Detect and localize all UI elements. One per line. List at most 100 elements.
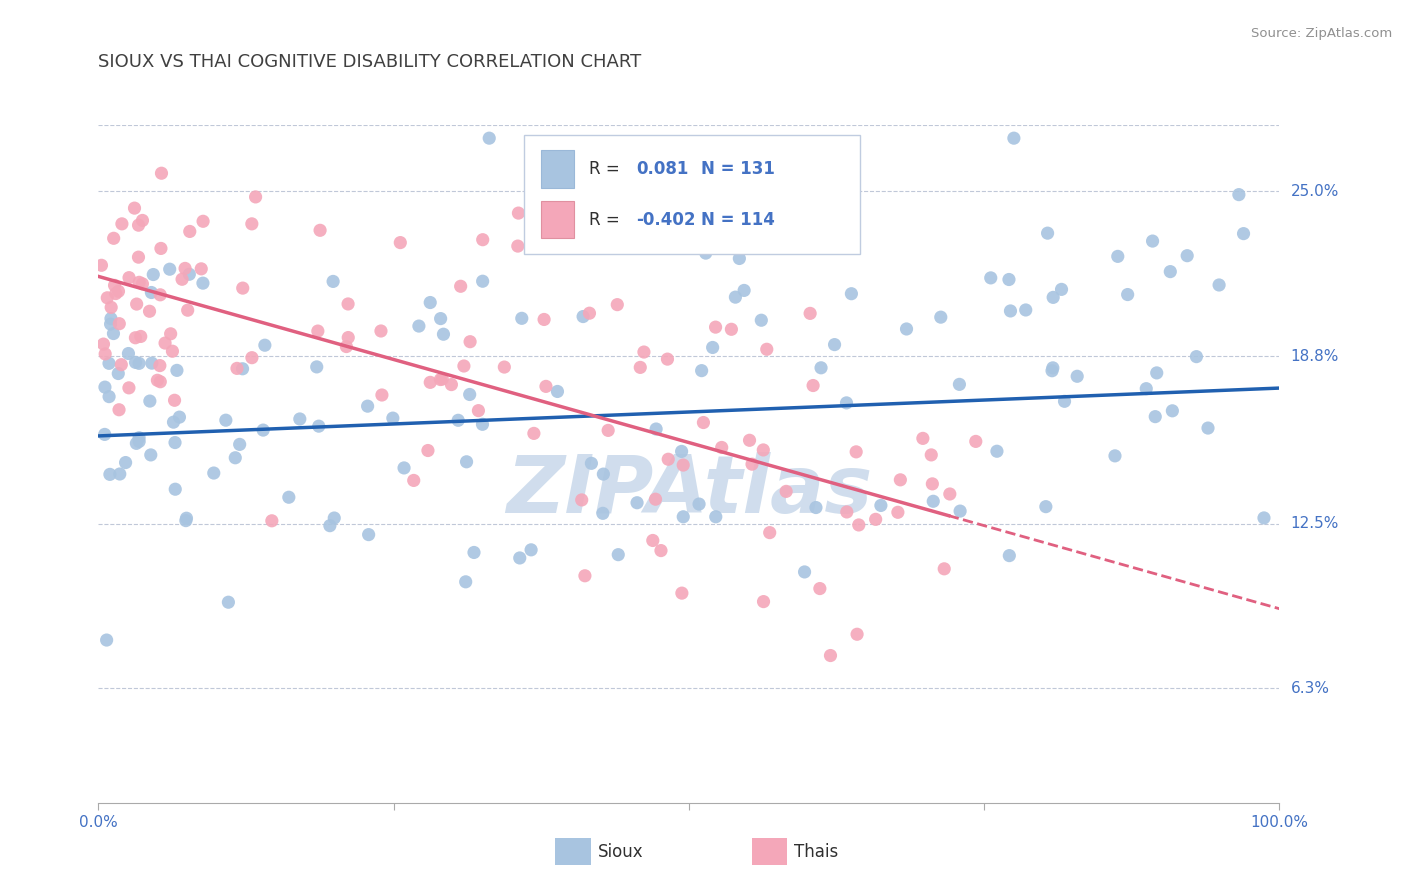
Point <box>432 372 454 386</box>
Point <box>217 595 239 609</box>
Point <box>672 458 695 472</box>
Point <box>93 337 115 351</box>
Point <box>986 444 1008 458</box>
Point <box>125 297 148 311</box>
Point <box>650 543 672 558</box>
Point <box>129 329 152 343</box>
Point <box>170 272 193 286</box>
Point <box>402 474 425 488</box>
Point <box>357 527 380 541</box>
Point <box>820 648 842 663</box>
Point <box>1053 394 1076 409</box>
Text: 6.3%: 6.3% <box>1291 681 1330 696</box>
Point <box>808 582 831 596</box>
Point <box>1144 409 1167 424</box>
Point <box>93 427 115 442</box>
Point <box>440 377 463 392</box>
Point <box>226 361 249 376</box>
Point <box>260 514 283 528</box>
Point <box>117 346 139 360</box>
Text: N = 131: N = 131 <box>700 160 775 178</box>
Point <box>131 213 153 227</box>
Point <box>103 326 125 341</box>
Point <box>724 290 747 304</box>
Point <box>720 322 742 336</box>
Point <box>94 347 117 361</box>
Point <box>1066 369 1088 384</box>
Point <box>710 441 733 455</box>
Point <box>810 360 832 375</box>
Point <box>787 240 810 254</box>
Point <box>335 340 357 354</box>
Point <box>1050 282 1073 296</box>
Point <box>240 217 263 231</box>
Point <box>471 233 494 247</box>
Point <box>1104 449 1126 463</box>
Point <box>920 448 942 462</box>
Text: R =: R = <box>589 160 624 178</box>
Point <box>103 231 125 245</box>
Point <box>163 393 186 408</box>
Point <box>107 367 129 381</box>
Point <box>447 413 470 427</box>
Point <box>1000 304 1022 318</box>
Point <box>153 336 176 351</box>
Point <box>118 381 141 395</box>
Point <box>508 206 530 220</box>
Point <box>848 518 870 533</box>
Point <box>839 197 862 211</box>
Point <box>804 500 827 515</box>
Point <box>520 542 543 557</box>
Bar <box>541 201 575 238</box>
Point <box>571 492 593 507</box>
Point <box>463 545 485 559</box>
Point <box>510 311 533 326</box>
Point <box>169 410 191 425</box>
Point <box>142 268 165 282</box>
Point <box>159 326 181 341</box>
Point <box>1015 303 1038 318</box>
Point <box>657 352 679 367</box>
Point <box>581 456 603 470</box>
Point <box>90 258 112 272</box>
Point <box>118 270 141 285</box>
Point <box>657 452 679 467</box>
Point <box>1185 350 1208 364</box>
Point <box>224 450 246 465</box>
Point <box>752 594 775 608</box>
Point <box>793 565 815 579</box>
Point <box>124 355 146 369</box>
Point <box>1197 421 1219 435</box>
Point <box>139 394 162 409</box>
Point <box>416 443 439 458</box>
Point <box>127 250 149 264</box>
Point <box>166 363 188 377</box>
Point <box>671 586 693 600</box>
Point <box>738 434 761 448</box>
Point <box>162 415 184 429</box>
Point <box>429 311 451 326</box>
Point <box>392 461 415 475</box>
Point <box>308 419 330 434</box>
Point <box>471 274 494 288</box>
Point <box>319 518 342 533</box>
Point <box>202 466 225 480</box>
Point <box>574 568 596 582</box>
Text: 25.0%: 25.0% <box>1291 184 1339 199</box>
Point <box>111 217 134 231</box>
Point <box>572 310 595 324</box>
Point <box>103 278 125 293</box>
Point <box>733 284 755 298</box>
Point <box>458 334 481 349</box>
Point <box>824 337 846 351</box>
Point <box>870 499 893 513</box>
Point <box>835 505 858 519</box>
Point <box>749 313 772 327</box>
Point <box>1208 277 1230 292</box>
Point <box>309 223 332 237</box>
Point <box>835 396 858 410</box>
Point <box>1036 226 1059 240</box>
Point <box>939 487 962 501</box>
Point <box>98 356 121 370</box>
Text: N = 114: N = 114 <box>700 211 775 228</box>
